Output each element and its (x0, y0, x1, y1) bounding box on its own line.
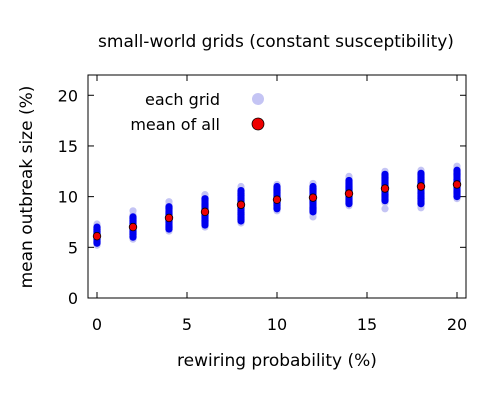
grid-point-faint (381, 205, 389, 213)
mean-point (344, 189, 354, 198)
x-tick-label: 15 (357, 315, 377, 334)
axis-tick-labels: 0 5 10 15 20 0 5 10 15 20 (58, 86, 468, 334)
mean-point (92, 231, 102, 241)
x-tick-label: 0 (92, 315, 102, 334)
y-tick-label: 20 (58, 86, 78, 105)
grid-point (201, 195, 209, 203)
legend-marker-mean-of-all (251, 117, 265, 131)
each-grid-points (93, 162, 461, 249)
mean-point (380, 184, 390, 193)
legend: each grid mean of all (130, 90, 265, 134)
grid-point (129, 213, 137, 221)
y-tick-label: 5 (68, 238, 78, 257)
x-axis-label: rewiring probability (%) (177, 351, 377, 371)
chart-title: small-world grids (constant susceptibili… (98, 32, 454, 52)
mean-points (92, 180, 462, 241)
y-axis-label: mean outbreak size (%) (17, 86, 37, 289)
grid-point (273, 182, 281, 191)
mean-point (200, 207, 210, 217)
x-tick-label: 20 (447, 315, 467, 334)
grid-point (237, 186, 245, 195)
grid-point (309, 182, 317, 191)
grid-point (345, 176, 353, 185)
grid-point (93, 223, 101, 231)
y-tick-label: 10 (58, 188, 78, 207)
axis-ticks (88, 75, 466, 299)
mean-point (416, 182, 426, 191)
legend-label-each-grid: each grid (145, 90, 220, 109)
legend-marker-each-grid (252, 93, 264, 105)
grid-point (417, 169, 425, 177)
x-tick-label: 10 (267, 315, 287, 334)
y-tick-label: 15 (58, 137, 78, 156)
grid-point (453, 166, 461, 174)
y-tick-label: 0 (68, 289, 78, 308)
grid-point (165, 203, 173, 211)
mean-point (128, 222, 138, 232)
mean-point (236, 200, 246, 209)
mean-point (164, 213, 174, 223)
x-tick-label: 5 (182, 315, 192, 334)
mean-point (272, 195, 282, 204)
legend-label-mean-of-all: mean of all (130, 115, 220, 134)
grid-point (381, 170, 389, 178)
mean-point (452, 180, 462, 189)
mean-point (308, 193, 318, 202)
